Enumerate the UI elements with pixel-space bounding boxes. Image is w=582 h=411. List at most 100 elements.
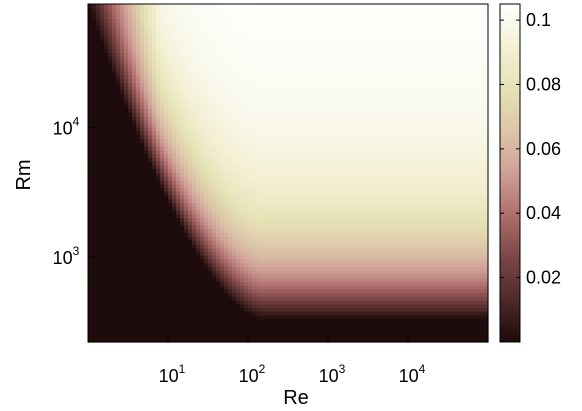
heatmap-cell: [288, 127, 293, 133]
heatmap-cell: [172, 263, 177, 268]
heatmap-cell: [200, 214, 205, 219]
heatmap-cell: [204, 30, 209, 35]
heatmap-cell: [192, 109, 197, 114]
heatmap-cell: [272, 191, 277, 197]
heatmap-cell: [260, 293, 265, 298]
heatmap-cell: [160, 22, 165, 28]
heatmap-cell: [176, 116, 181, 122]
heatmap-cell: [216, 184, 221, 189]
heatmap-cell: [192, 251, 197, 257]
heatmap-cell: [180, 266, 185, 272]
heatmap-cell: [264, 169, 269, 174]
heatmap-cell: [88, 45, 93, 50]
heatmap-cell: [288, 210, 293, 215]
heatmap-cell: [212, 34, 217, 39]
heatmap-cell: [264, 135, 269, 140]
heatmap-cell: [304, 105, 309, 110]
heatmap-cell: [300, 236, 305, 242]
heatmap-cell: [188, 124, 193, 129]
heatmap-cell: [280, 233, 285, 238]
heatmap-cell: [204, 173, 209, 178]
heatmap-cell: [300, 214, 305, 219]
heatmap-cell: [248, 105, 253, 110]
heatmap-cell: [144, 236, 149, 242]
heatmap-cell: [160, 64, 165, 69]
heatmap-cell: [196, 319, 201, 324]
heatmap-cell: [296, 60, 301, 65]
heatmap-cell: [272, 259, 277, 264]
heatmap-cell: [196, 221, 201, 227]
heatmap-cell: [240, 30, 245, 35]
heatmap-cell: [252, 270, 257, 275]
heatmap-cell: [264, 334, 269, 339]
heatmap-cell: [184, 289, 189, 294]
heatmap-cell: [248, 263, 253, 268]
heatmap-cell: [128, 259, 133, 264]
heatmap-cell: [184, 97, 189, 103]
heatmap-cell: [244, 225, 249, 230]
heatmap-cell: [184, 109, 189, 114]
heatmap-cell: [160, 157, 165, 163]
heatmap-cell: [104, 173, 109, 178]
heatmap-cell: [244, 56, 249, 61]
heatmap-cell: [104, 225, 109, 230]
heatmap-cell: [188, 229, 193, 234]
heatmap-cell: [288, 281, 293, 287]
heatmap-cell: [244, 86, 249, 91]
heatmap-cell: [240, 131, 245, 137]
heatmap-cell: [144, 116, 149, 122]
heatmap-cell: [308, 97, 313, 103]
heatmap-cell: [88, 180, 93, 185]
heatmap-cell: [132, 30, 137, 35]
heatmap-cell: [168, 263, 173, 268]
heatmap-cell: [304, 210, 309, 215]
heatmap-cell: [188, 157, 193, 163]
heatmap-cell: [148, 41, 153, 46]
heatmap-cell: [192, 199, 197, 204]
heatmap-cell: [204, 293, 209, 298]
heatmap-cell: [292, 120, 297, 125]
heatmap-cell: [168, 169, 173, 174]
heatmap-cell: [244, 34, 249, 39]
heatmap-cell: [160, 131, 165, 137]
heatmap-cell: [224, 338, 229, 343]
heatmap-cell: [172, 338, 177, 343]
heatmap-cell: [272, 203, 277, 208]
heatmap-cell: [264, 131, 269, 137]
heatmap-cell: [284, 184, 289, 189]
heatmap-cell: [208, 45, 213, 50]
heatmap-cell: [212, 319, 217, 324]
heatmap-cell: [264, 26, 269, 31]
heatmap-cell: [288, 90, 293, 95]
heatmap-cell: [96, 161, 101, 167]
heatmap-cell: [96, 56, 101, 61]
heatmap-cell: [212, 30, 217, 35]
heatmap-cell: [200, 45, 205, 50]
heatmap-cell: [252, 139, 257, 144]
heatmap-cell: [204, 251, 209, 257]
heatmap-cell: [124, 75, 129, 80]
heatmap-cell: [276, 34, 281, 39]
heatmap-cell: [232, 285, 237, 291]
heatmap-cell: [264, 37, 269, 43]
heatmap-cell: [204, 233, 209, 238]
heatmap-cell: [152, 188, 157, 193]
heatmap-cell: [104, 120, 109, 125]
heatmap-cell: [92, 22, 97, 28]
heatmap-cell: [164, 296, 169, 302]
heatmap-cell: [108, 184, 113, 189]
heatmap-cell: [304, 45, 309, 50]
heatmap-cell: [232, 191, 237, 197]
heatmap-cell: [88, 157, 93, 163]
heatmap-cell: [292, 56, 297, 61]
heatmap-cell: [244, 274, 249, 279]
heatmap-cell: [128, 323, 133, 328]
heatmap-cell: [292, 82, 297, 88]
heatmap-cell: [300, 169, 305, 174]
heatmap-cell: [252, 293, 257, 298]
heatmap-cell: [180, 90, 185, 95]
heatmap-cell: [248, 218, 253, 223]
heatmap-cell: [148, 225, 153, 230]
heatmap-cell: [160, 169, 165, 174]
heatmap-cell: [232, 281, 237, 287]
